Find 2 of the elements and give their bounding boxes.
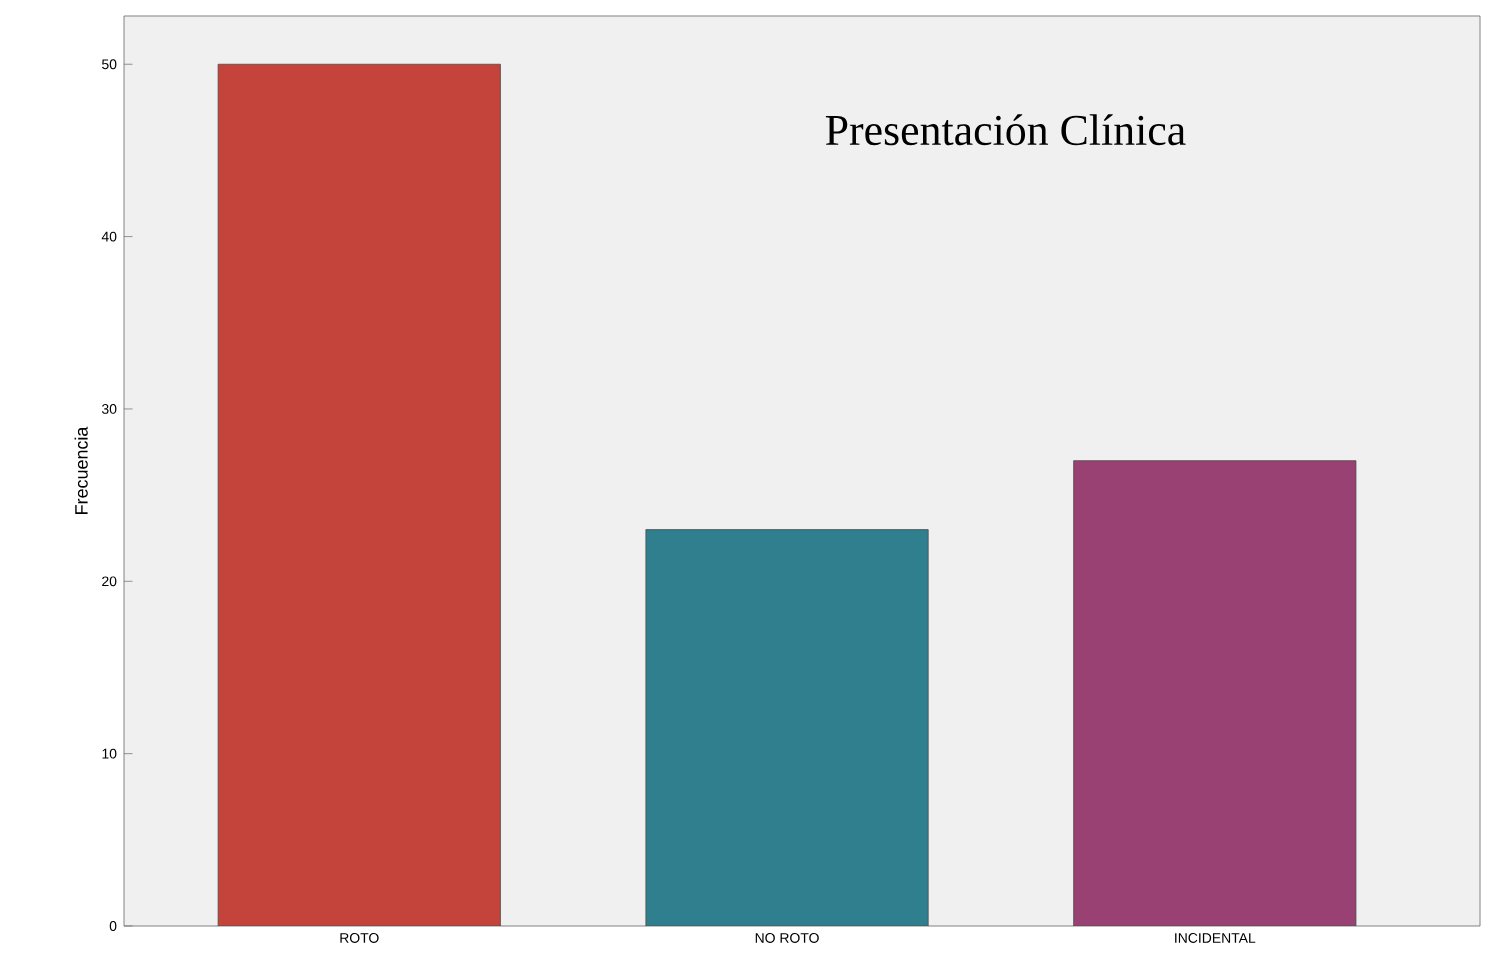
y-axis-title: Frecuencia: [74, 426, 88, 514]
text: Presentación Clínica: [825, 114, 1186, 146]
